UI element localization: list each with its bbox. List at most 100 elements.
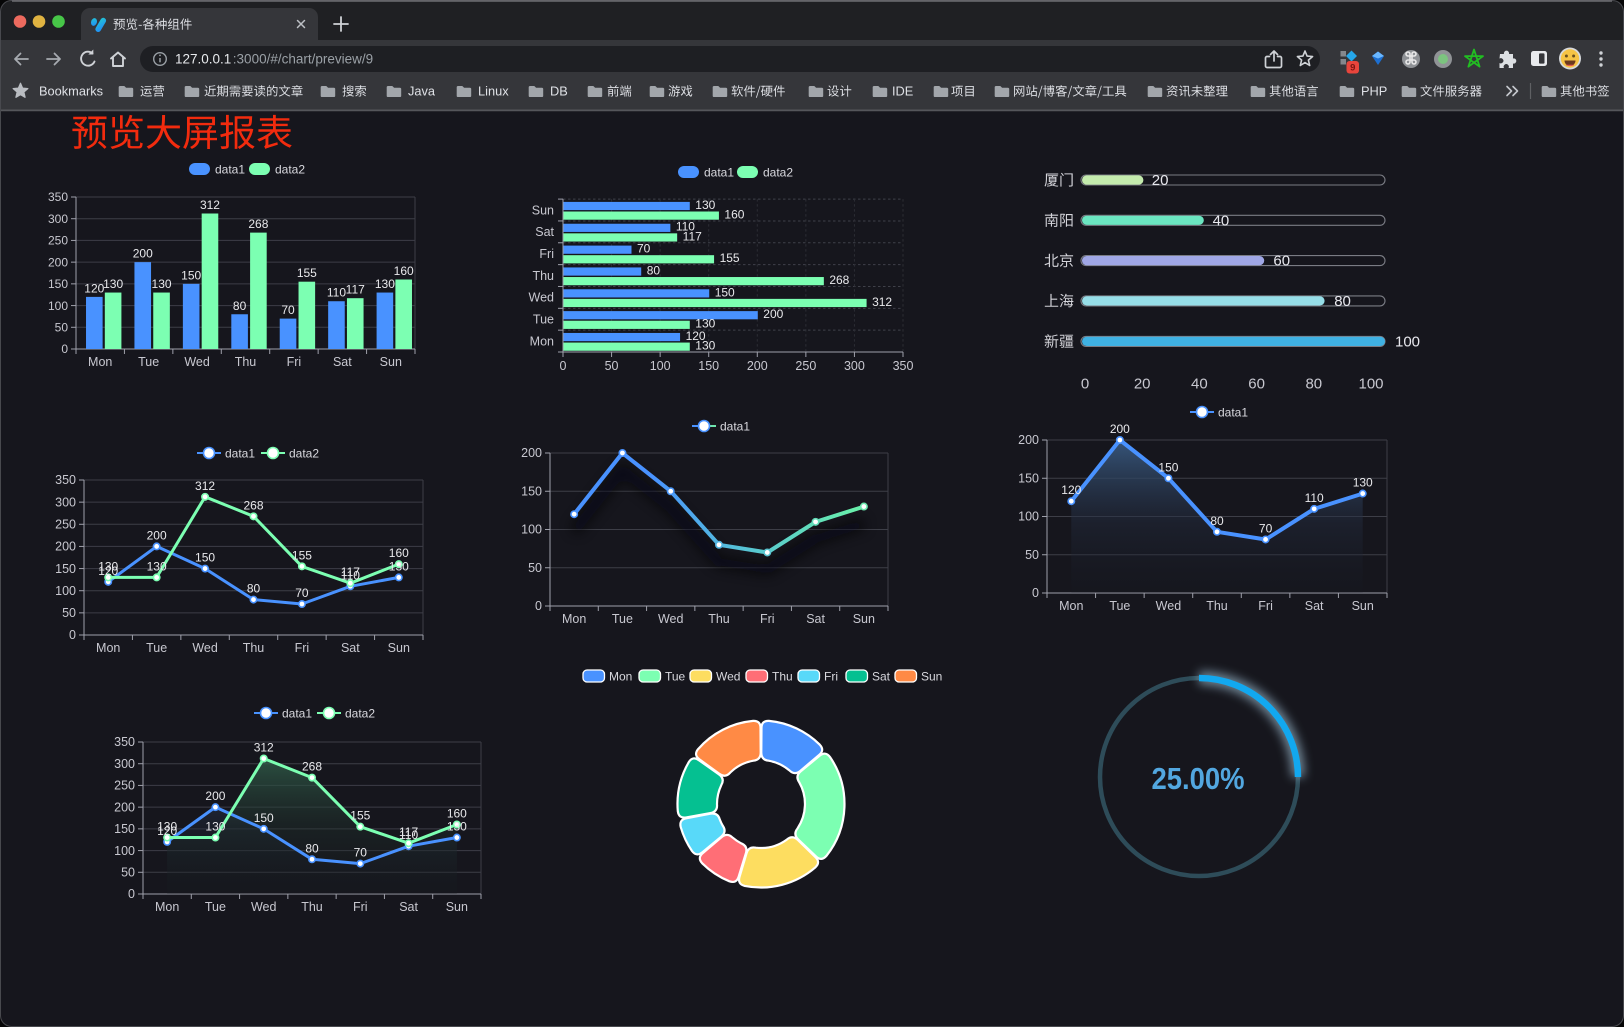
svg-text:Tue: Tue bbox=[665, 670, 686, 684]
svg-text:40: 40 bbox=[1191, 376, 1208, 393]
svg-text:Fri: Fri bbox=[295, 641, 310, 655]
svg-text:150: 150 bbox=[114, 822, 135, 836]
svg-text:312: 312 bbox=[872, 295, 892, 309]
svg-text:70: 70 bbox=[637, 242, 651, 256]
svg-text:130: 130 bbox=[375, 277, 395, 291]
svg-text:100: 100 bbox=[1358, 376, 1383, 393]
svg-text:200: 200 bbox=[133, 247, 153, 261]
svg-text:50: 50 bbox=[121, 865, 135, 879]
svg-text:100: 100 bbox=[55, 584, 76, 598]
svg-text:350: 350 bbox=[114, 735, 135, 749]
svg-text:Tue: Tue bbox=[612, 612, 633, 626]
svg-text:Thu: Thu bbox=[301, 900, 323, 914]
svg-text:130: 130 bbox=[152, 277, 172, 291]
svg-text:70: 70 bbox=[281, 303, 295, 317]
svg-text:130: 130 bbox=[205, 820, 225, 834]
svg-text:data2: data2 bbox=[345, 706, 375, 720]
svg-text:120: 120 bbox=[1061, 483, 1081, 497]
svg-text:Wed: Wed bbox=[1156, 599, 1182, 613]
svg-text:100: 100 bbox=[1395, 333, 1420, 350]
svg-text:268: 268 bbox=[302, 760, 322, 774]
svg-text:250: 250 bbox=[114, 779, 135, 793]
svg-text:20: 20 bbox=[1152, 172, 1169, 189]
svg-text:120: 120 bbox=[157, 824, 177, 838]
svg-text:Sun: Sun bbox=[380, 355, 402, 369]
svg-text:70: 70 bbox=[1259, 521, 1273, 535]
svg-text:Sun: Sun bbox=[1352, 599, 1374, 613]
svg-text:50: 50 bbox=[605, 359, 619, 373]
svg-text:350: 350 bbox=[48, 190, 68, 204]
svg-text:Sat: Sat bbox=[872, 670, 891, 684]
svg-text:130: 130 bbox=[103, 277, 123, 291]
svg-text:Thu: Thu bbox=[772, 670, 793, 684]
svg-text:Wed: Wed bbox=[192, 641, 218, 655]
svg-text:130: 130 bbox=[157, 820, 177, 834]
svg-text:100: 100 bbox=[1018, 510, 1039, 524]
svg-text:80: 80 bbox=[1210, 514, 1224, 528]
svg-text:200: 200 bbox=[147, 528, 167, 542]
svg-text:Thu: Thu bbox=[708, 612, 730, 626]
svg-text:60: 60 bbox=[1273, 253, 1290, 270]
svg-text:300: 300 bbox=[48, 212, 68, 226]
svg-text:110: 110 bbox=[341, 568, 360, 582]
svg-text:312: 312 bbox=[254, 741, 274, 755]
svg-text:150: 150 bbox=[254, 811, 274, 825]
svg-text:0: 0 bbox=[1081, 376, 1089, 393]
svg-text:350: 350 bbox=[893, 359, 914, 373]
svg-text:110: 110 bbox=[399, 828, 418, 842]
svg-text:Java: Java bbox=[408, 84, 436, 99]
svg-text:155: 155 bbox=[350, 809, 370, 823]
svg-text:80: 80 bbox=[1334, 293, 1351, 310]
svg-text:Thu: Thu bbox=[235, 355, 257, 369]
svg-text:70: 70 bbox=[295, 586, 309, 600]
svg-text:100: 100 bbox=[650, 359, 671, 373]
svg-text:50: 50 bbox=[1025, 548, 1039, 562]
svg-text:300: 300 bbox=[114, 757, 135, 771]
svg-text:150: 150 bbox=[1158, 460, 1178, 474]
svg-text:Fri: Fri bbox=[1258, 599, 1273, 613]
svg-text:data1: data1 bbox=[225, 446, 255, 460]
svg-text:60: 60 bbox=[1248, 376, 1265, 393]
svg-text:Sat: Sat bbox=[333, 355, 352, 369]
svg-text:50: 50 bbox=[55, 320, 69, 334]
svg-text:Sat: Sat bbox=[341, 641, 360, 655]
svg-text:Mon: Mon bbox=[155, 900, 179, 914]
svg-text:100: 100 bbox=[114, 844, 135, 858]
svg-text:Linux: Linux bbox=[478, 84, 509, 99]
svg-text:data2: data2 bbox=[275, 163, 305, 177]
svg-text:70: 70 bbox=[354, 846, 368, 860]
svg-text:130: 130 bbox=[695, 317, 715, 331]
svg-text:Sun: Sun bbox=[388, 641, 410, 655]
svg-text:150: 150 bbox=[1018, 471, 1039, 485]
svg-text:Sat: Sat bbox=[535, 225, 554, 239]
svg-text:312: 312 bbox=[195, 479, 215, 493]
svg-text:0: 0 bbox=[535, 599, 542, 613]
svg-text:Thu: Thu bbox=[1206, 599, 1228, 613]
svg-text:data1: data1 bbox=[704, 166, 734, 180]
svg-text:200: 200 bbox=[205, 789, 225, 803]
svg-text:80: 80 bbox=[305, 841, 319, 855]
svg-text:Wed: Wed bbox=[184, 355, 210, 369]
svg-text:Tue: Tue bbox=[138, 355, 159, 369]
svg-text:Fri: Fri bbox=[353, 900, 368, 914]
svg-text:0: 0 bbox=[61, 342, 68, 356]
svg-text:Mon: Mon bbox=[88, 355, 112, 369]
svg-text:Wed: Wed bbox=[658, 612, 684, 626]
svg-text:25.00%: 25.00% bbox=[1152, 761, 1245, 796]
svg-text:250: 250 bbox=[55, 517, 76, 531]
svg-text:130: 130 bbox=[389, 559, 409, 573]
svg-text:155: 155 bbox=[297, 266, 317, 280]
svg-text:Mon: Mon bbox=[609, 670, 632, 684]
svg-text:Mon: Mon bbox=[530, 334, 554, 348]
svg-text:200: 200 bbox=[114, 800, 135, 814]
svg-text:Wed: Wed bbox=[251, 900, 277, 914]
svg-text:155: 155 bbox=[720, 251, 740, 265]
svg-text:Sun: Sun bbox=[446, 900, 468, 914]
svg-text:100: 100 bbox=[521, 523, 542, 537]
svg-text::3000/#/chart/preview/9: :3000/#/chart/preview/9 bbox=[233, 52, 373, 67]
svg-text:130: 130 bbox=[695, 198, 715, 212]
svg-text:300: 300 bbox=[844, 359, 865, 373]
svg-text:250: 250 bbox=[48, 234, 68, 248]
svg-text:IDE: IDE bbox=[892, 84, 913, 99]
svg-text:Fri: Fri bbox=[287, 355, 302, 369]
